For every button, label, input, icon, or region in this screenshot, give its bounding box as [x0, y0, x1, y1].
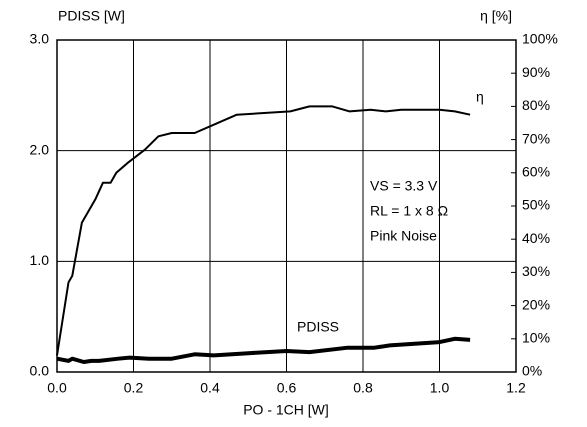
x-tick-label: 0.6: [277, 380, 297, 396]
y2-tick-label: 70%: [522, 130, 550, 146]
y2-axis-label: η [%]: [480, 8, 512, 24]
y2-tick-label: 90%: [522, 64, 550, 80]
y2-tick-label: 30%: [522, 263, 550, 279]
y-tick-label: 2.0: [30, 141, 50, 157]
series-label: PDISS: [297, 319, 339, 335]
y2-tick-label: 0%: [522, 363, 542, 379]
y2-tick-label: 100%: [522, 31, 558, 47]
y-tick-label: 0.0: [30, 363, 50, 379]
y2-tick-label: 10%: [522, 330, 550, 346]
series-line: [56, 336, 471, 364]
series-line: [56, 105, 471, 356]
y-axis-label: PDISS [W]: [58, 8, 125, 24]
x-tick-label: 0.8: [353, 380, 373, 396]
y-tick-label: 1.0: [30, 252, 50, 268]
annotation: VS = 3.3 V: [370, 178, 438, 194]
x-tick-label: 1.2: [506, 380, 526, 396]
x-tick-label: 1.0: [430, 380, 450, 396]
y2-tick-label: 60%: [522, 164, 550, 180]
x-axis-label: PO - 1CH [W]: [243, 402, 329, 418]
x-tick-label: 0.2: [124, 380, 144, 396]
y2-tick-label: 20%: [522, 296, 550, 312]
annotation: Pink Noise: [370, 228, 437, 244]
annotation: RL = 1 x 8 Ω: [370, 203, 448, 219]
y2-tick-label: 40%: [522, 230, 550, 246]
y-tick-label: 3.0: [30, 31, 50, 47]
series-label: η: [476, 89, 484, 105]
plot-frame: [56, 39, 517, 373]
y2-tick-label: 50%: [522, 197, 550, 213]
x-tick-label: 0.0: [47, 380, 67, 396]
x-tick-label: 0.4: [200, 380, 220, 396]
y2-tick-label: 80%: [522, 97, 550, 113]
